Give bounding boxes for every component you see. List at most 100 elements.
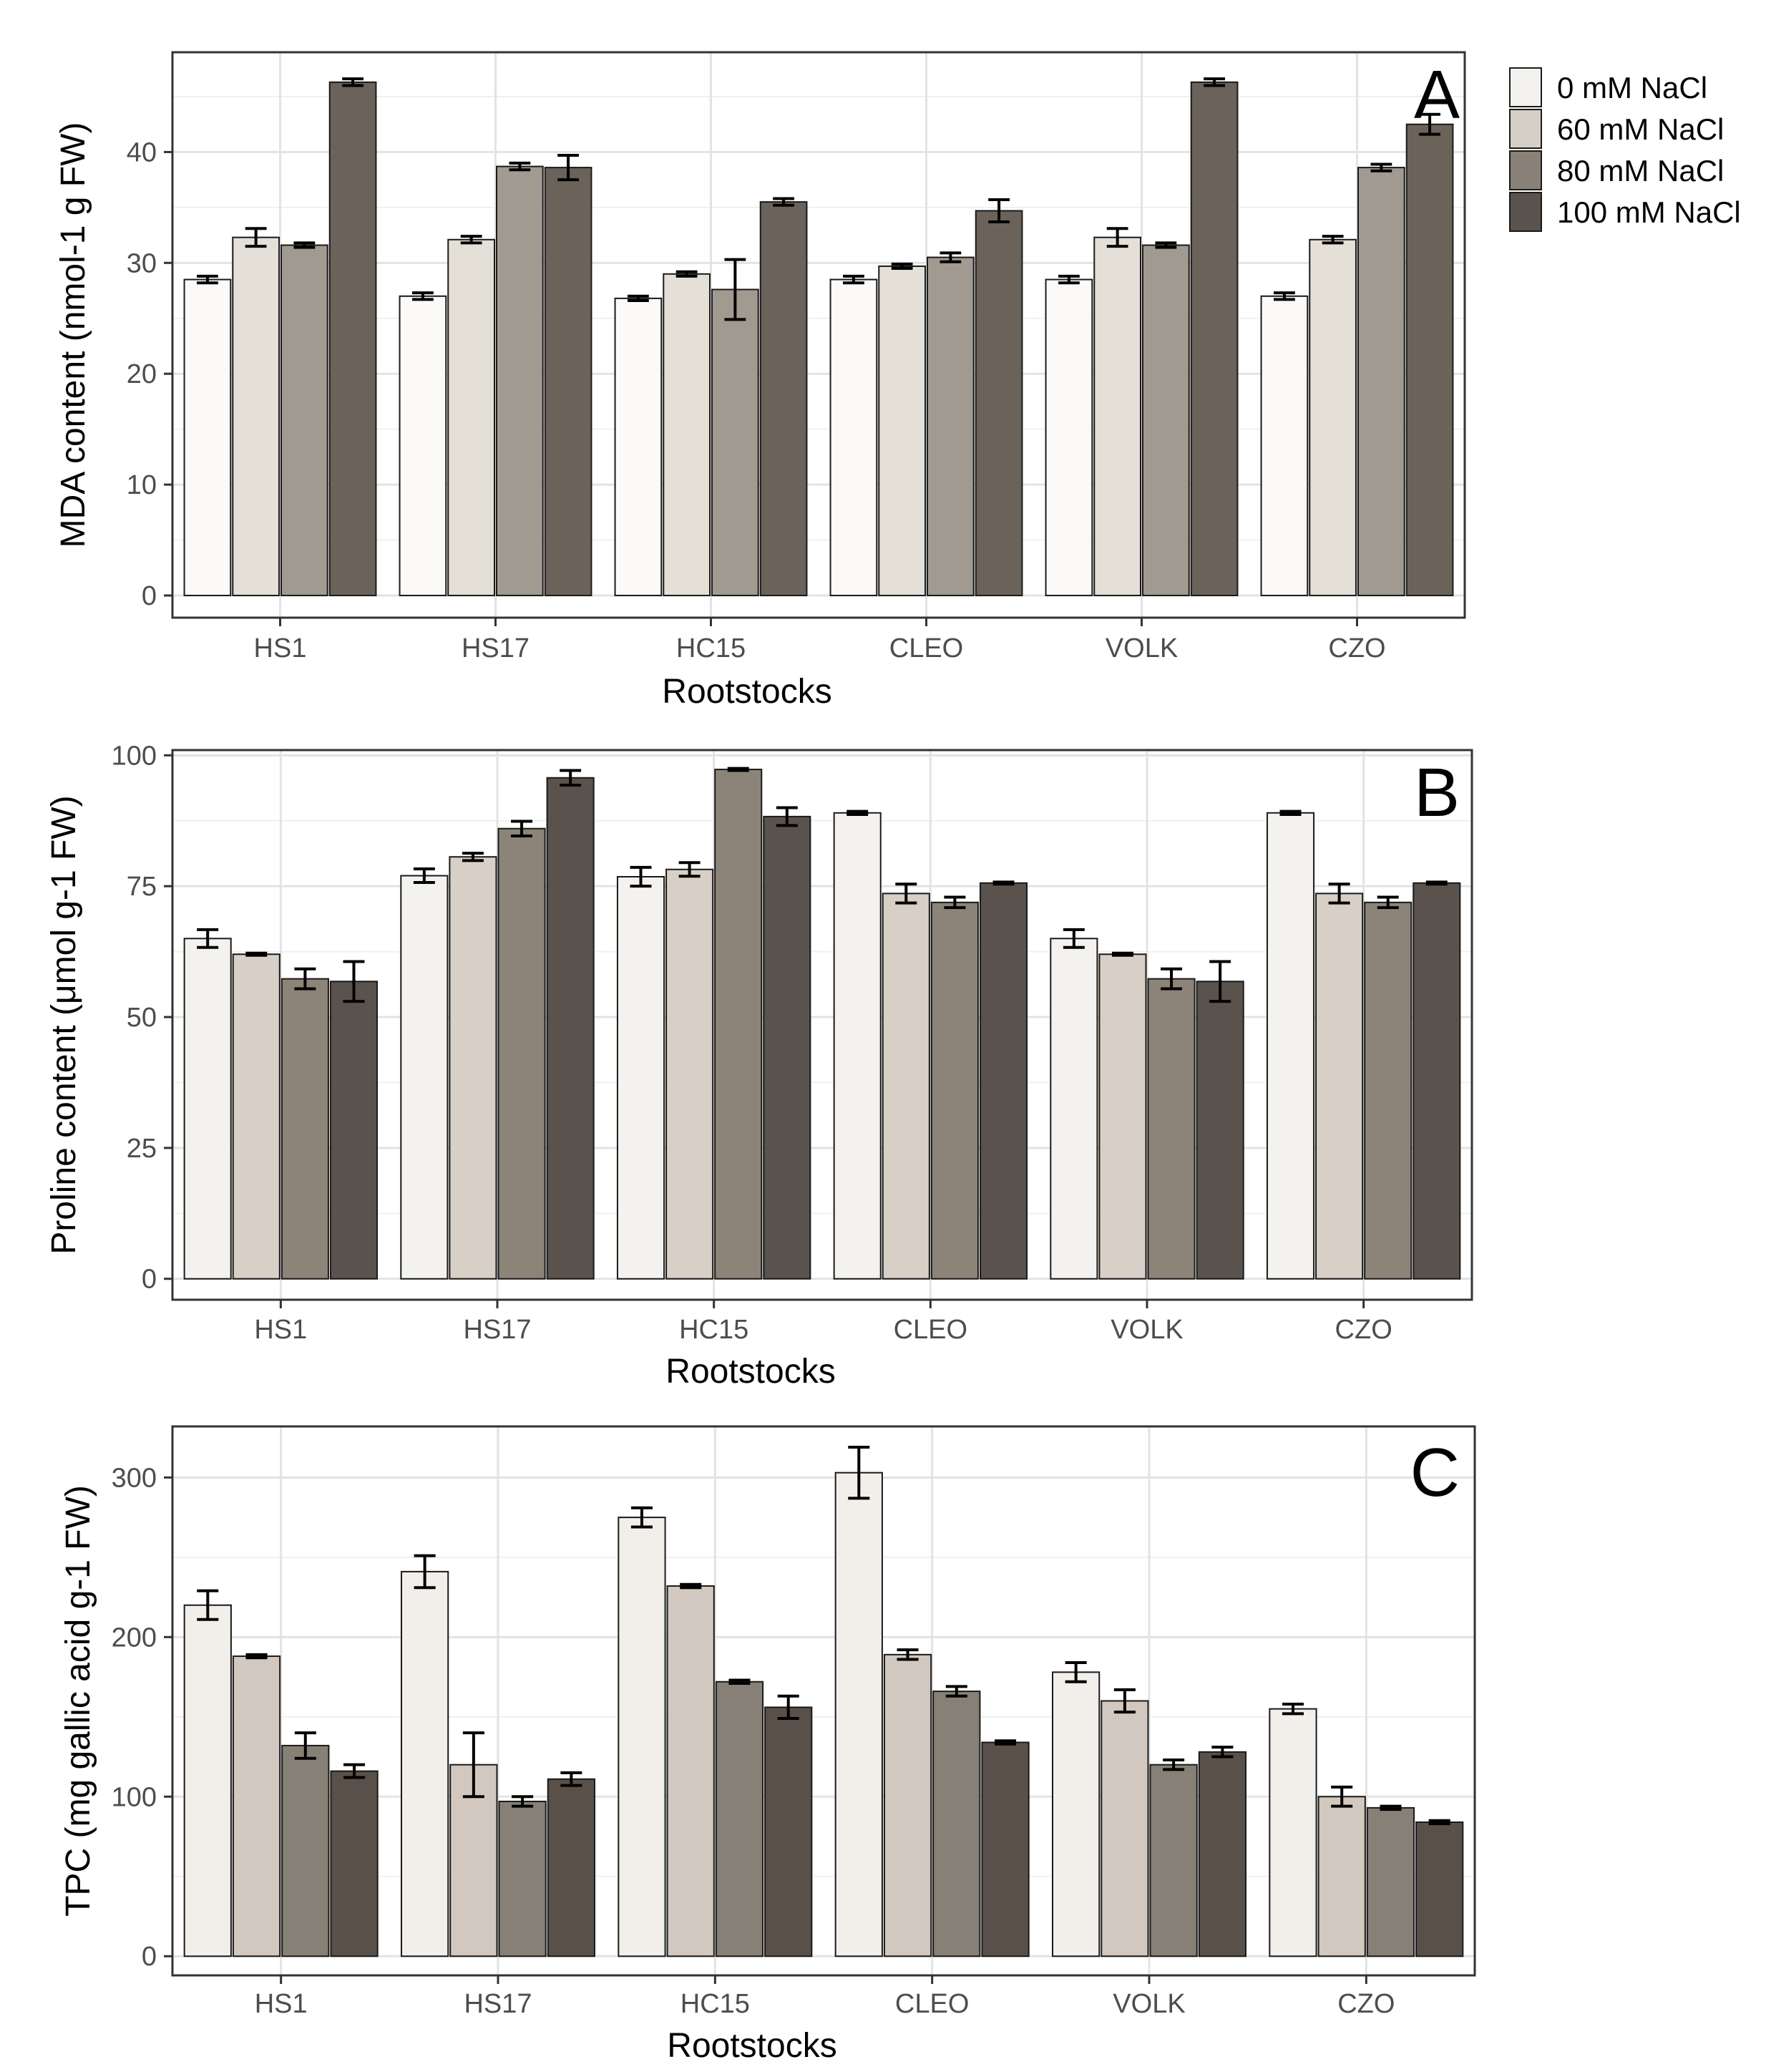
error-bar-hs17-60-mm-nacl (460, 235, 482, 245)
y-axis-title: TPC (mg gallic acid g-1 FW) (59, 1485, 97, 1917)
x-tick-label-volk: VOLK (1106, 633, 1178, 663)
bar-hs1-0-mm-nacl (183, 1604, 232, 1957)
bar-hs17-0-mm-nacl (399, 295, 447, 597)
bar-czo-60-mm-nacl (1309, 238, 1357, 597)
bar-hc15-80-mm-nacl (711, 288, 759, 597)
legend-label: 100 mM NaCl (1557, 195, 1741, 229)
bar-hs17-80-mm-nacl (497, 827, 546, 1280)
panel-a: 0 10 20 30 40 HS1 HS17 HC15 CLEO VOLK CZO Rootstock… (54, 51, 1466, 711)
x-axis-title: Rootstocks (662, 673, 831, 711)
bar-czo-0-mm-nacl (1269, 1708, 1317, 1957)
bar-hs1-80-mm-nacl (280, 244, 328, 597)
bar-czo-0-mm-nacl (1266, 812, 1315, 1280)
error-bar-hs1-80-mm-nacl (293, 241, 316, 249)
error-bar-czo-0-mm-nacl (1274, 291, 1295, 301)
plot-background (172, 52, 1465, 618)
y-tick-label: 0 (142, 1942, 157, 1972)
bar-czo-80-mm-nacl (1364, 901, 1413, 1280)
error-bar-hs17-60-mm-nacl (462, 852, 484, 862)
bar-hs1-60-mm-nacl (232, 1655, 281, 1957)
error-bar-czo-100-mm-nacl (1428, 1819, 1450, 1826)
legend-item-0-mm-nacl: 0 mM NaCl (1509, 67, 1707, 107)
bar-hc15-0-mm-nacl (618, 1517, 666, 1957)
error-bar-volk-0-mm-nacl (1065, 1660, 1087, 1683)
bar-cleo-100-mm-nacl (981, 1741, 1030, 1957)
error-bar-hc15-80-mm-nacl (727, 767, 749, 772)
x-axis-ticks: HS1 HS17 HC15 CLEO VOLK CZO (255, 1975, 1395, 2019)
legend: 0 mM NaCl 60 mM NaCl 80 mM NaCl 100 mM NaCl (1509, 67, 1741, 232)
x-tick-label-hs17: HS17 (463, 1315, 531, 1345)
error-bar-hs17-100-mm-nacl (557, 154, 579, 182)
bar-cleo-60-mm-nacl (883, 1653, 932, 1957)
bar-volk-0-mm-nacl (1045, 278, 1093, 597)
bar-czo-80-mm-nacl (1357, 167, 1405, 597)
bar-volk-60-mm-nacl (1098, 953, 1147, 1280)
error-bar-hs1-100-mm-nacl (342, 77, 364, 87)
bar-czo-100-mm-nacl (1415, 1821, 1464, 1957)
bar-hs17-100-mm-nacl (544, 167, 592, 597)
error-bar-hs1-100-mm-nacl (343, 960, 365, 1003)
panel-c: 0 100 200 300 HS1 HS17 HC15 CLEO VOLK CZO Rootstoc… (59, 1425, 1476, 2065)
error-bar-hc15-0-mm-nacl (628, 294, 649, 302)
grid-lines (172, 52, 1465, 618)
bar-cleo-80-mm-nacl (932, 1691, 981, 1957)
panel-b: 0 25 50 75 100 HS1 HS17 HC15 CLEO VOLK CZO Rootstoc… (45, 741, 1473, 1391)
plot-border (171, 749, 1473, 1301)
x-tick-label-czo: CZO (1328, 633, 1385, 663)
x-tick-label-hc15: HC15 (679, 1315, 748, 1345)
error-bar-cleo-0-mm-nacl (847, 809, 869, 816)
error-bar-volk-100-mm-nacl (1204, 77, 1225, 87)
legend-swatch (1509, 109, 1542, 149)
error-bar-cleo-60-mm-nacl (895, 882, 917, 905)
error-bar-volk-0-mm-nacl (1058, 274, 1080, 285)
bar-cleo-0-mm-nacl (833, 812, 882, 1280)
y-axis-ticks: 0 25 50 75 100 (112, 741, 172, 1295)
bar-hs17-80-mm-nacl (498, 1800, 547, 1957)
bar-czo-60-mm-nacl (1315, 892, 1364, 1280)
error-bar-cleo-0-mm-nacl (843, 274, 864, 285)
error-bar-hs17-100-mm-nacl (560, 1771, 582, 1787)
error-bar-czo-80-mm-nacl (1377, 895, 1399, 910)
bar-czo-100-mm-nacl (1413, 882, 1461, 1280)
x-axis-ticks: HS1 HS17 HC15 CLEO VOLK CZO (254, 618, 1386, 663)
y-tick-label: 200 (112, 1623, 157, 1653)
bar-hc15-60-mm-nacl (663, 273, 711, 597)
error-bar-hs1-80-mm-nacl (294, 967, 316, 991)
bar-hs1-0-mm-nacl (183, 278, 232, 597)
bar-volk-60-mm-nacl (1101, 1700, 1149, 1957)
error-bar-hc15-80-mm-nacl (724, 258, 746, 321)
plot-background (172, 1426, 1475, 1975)
error-bar-czo-100-mm-nacl (1425, 880, 1448, 886)
error-bar-hs17-0-mm-nacl (412, 291, 434, 301)
bar-hs17-60-mm-nacl (447, 238, 496, 597)
x-tick-label-cleo: CLEO (889, 633, 963, 663)
bar-cleo-60-mm-nacl (882, 892, 930, 1280)
y-tick-label: 50 (127, 1003, 157, 1033)
error-bar-volk-100-mm-nacl (1209, 960, 1231, 1003)
y-axis-title: MDA content (nmol-1 g FW) (54, 122, 92, 548)
error-bar-hs1-60-mm-nacl (245, 951, 268, 957)
bar-hc15-0-mm-nacl (614, 297, 663, 597)
error-bar-volk-0-mm-nacl (1063, 928, 1085, 949)
bar-cleo-80-mm-nacl (930, 901, 979, 1280)
error-bar-cleo-60-mm-nacl (897, 1648, 919, 1661)
x-axis-title: Rootstocks (665, 1353, 835, 1391)
error-bar-hs1-60-mm-nacl (245, 227, 267, 248)
error-bar-czo-0-mm-nacl (1279, 809, 1302, 816)
bar-volk-100-mm-nacl (1198, 1751, 1246, 1957)
bar-hs1-100-mm-nacl (328, 81, 377, 597)
bar-volk-100-mm-nacl (1196, 981, 1244, 1280)
bar-hc15-80-mm-nacl (714, 769, 763, 1280)
error-bar-hs17-80-mm-nacl (511, 819, 533, 837)
error-bar-hs17-80-mm-nacl (509, 161, 531, 172)
bar-volk-80-mm-nacl (1147, 978, 1196, 1280)
legend-item-80-mm-nacl: 80 mM NaCl (1509, 150, 1724, 190)
bar-hs17-0-mm-nacl (401, 1570, 449, 1957)
bar-hs17-60-mm-nacl (449, 856, 497, 1280)
x-tick-label-czo: CZO (1335, 1315, 1392, 1345)
error-bar-czo-60-mm-nacl (1322, 235, 1344, 245)
bar-hc15-0-mm-nacl (616, 876, 665, 1280)
y-axis-ticks: 0 10 20 30 40 (127, 137, 172, 611)
panel-letter: B (1414, 754, 1460, 831)
error-bar-hs17-60-mm-nacl (462, 1731, 484, 1799)
